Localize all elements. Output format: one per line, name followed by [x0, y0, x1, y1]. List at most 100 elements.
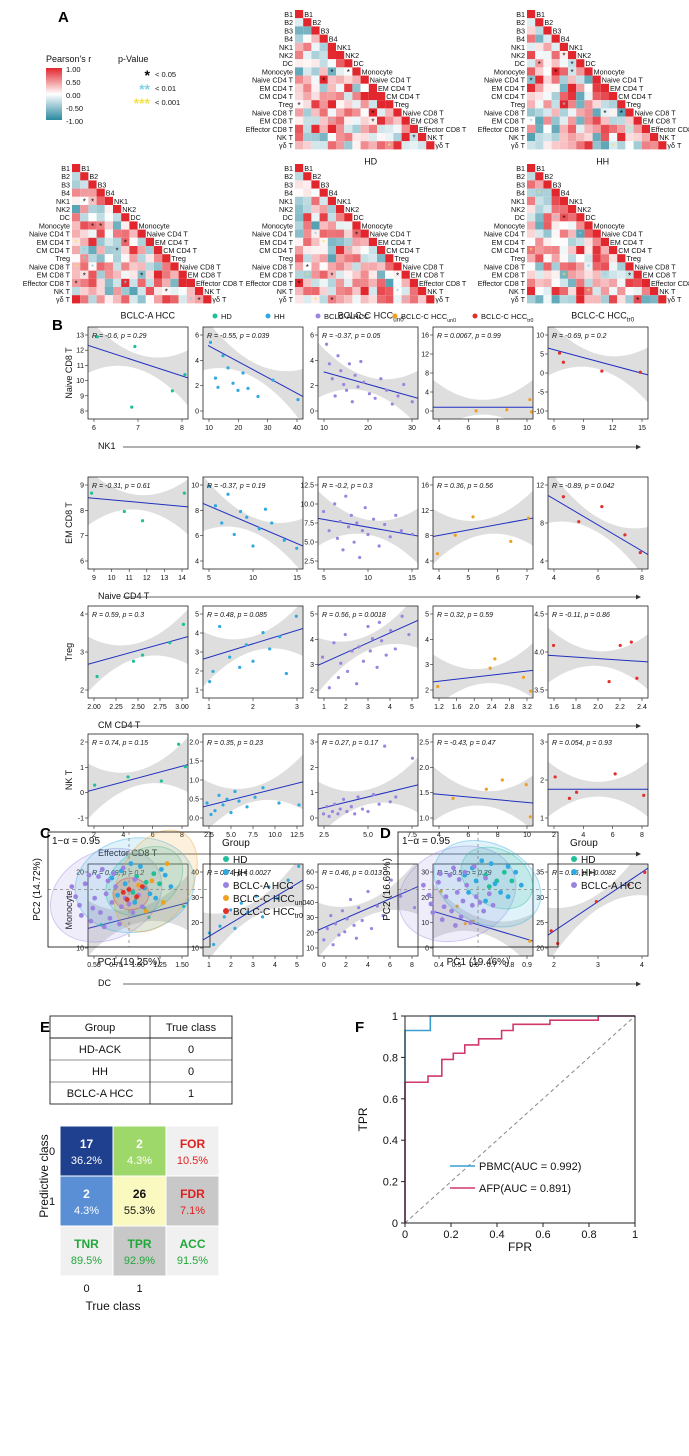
group-legend-dot [392, 313, 398, 319]
pca-point [449, 908, 455, 914]
heatmap-cell [311, 67, 320, 76]
heatmap-cell [104, 213, 113, 222]
heatmap-cell [568, 67, 577, 76]
roc-y-tick-label: 1 [392, 1011, 398, 1023]
data-point [261, 630, 265, 635]
group-legend-label: BCLC-C HCCtr0 [481, 312, 533, 324]
y-tick-label: 12 [536, 483, 544, 490]
x-tick-label: 3 [366, 704, 370, 711]
heatmap-cell [303, 278, 312, 287]
y-tick-label: 1.0 [189, 778, 199, 785]
heatmap-cell [352, 67, 361, 76]
pca-legend-dot [223, 856, 229, 862]
heatmap-cell [96, 262, 105, 271]
heatmap-cell [319, 108, 328, 117]
pca-point [134, 894, 140, 900]
heatmap-cell [121, 237, 130, 246]
heatmap-cell [625, 133, 634, 142]
heatmap-cell [650, 133, 659, 142]
correlation-stat: R = 0.48, p = 0.085 [207, 612, 267, 619]
x-tick-label: 4 [581, 832, 585, 839]
data-point [261, 786, 265, 790]
correlation-stat: R = -0.11, p = 0.86 [552, 612, 610, 619]
heatmap-cell [352, 254, 361, 263]
pca-point [426, 892, 432, 898]
heatmap-cell [311, 108, 320, 117]
significance-star: * [620, 109, 623, 118]
heatmap-cell [368, 141, 377, 150]
x-tick-label: 6 [596, 575, 600, 582]
heatmap-row-label: Monocyte [494, 221, 525, 230]
heatmap-cell [336, 92, 345, 101]
heatmap-cell [527, 51, 536, 60]
heatmap-cell [576, 124, 585, 133]
heatmap-cell [303, 26, 312, 35]
heatmap-cell [327, 295, 336, 304]
data-point [284, 671, 288, 676]
heatmap-cell [609, 262, 618, 271]
significance-star: * [322, 76, 325, 85]
heatmap-cell [576, 83, 585, 92]
heatmap-cell [113, 287, 122, 296]
confusion-cell-top: 26 [133, 1187, 147, 1201]
data-point [368, 649, 372, 653]
data-point [225, 797, 229, 801]
heatmap-cell [360, 270, 369, 279]
heatmap-cell [295, 59, 304, 68]
heatmap-row-label: Treg [278, 100, 293, 109]
roc-x-label: FPR [508, 1240, 532, 1254]
heatmap-cell [327, 278, 336, 287]
x-tick-label: 8 [640, 575, 644, 582]
data-point [638, 550, 642, 555]
data-point [335, 536, 340, 540]
pca-point [164, 861, 170, 867]
heatmap-cell [551, 133, 560, 142]
heatmap-cell [80, 246, 89, 255]
pca-point [505, 864, 511, 869]
heatmap-row-label: CM CD4 T [491, 246, 525, 255]
y-tick-label: 7.5 [304, 521, 314, 528]
heatmap-cell [104, 287, 113, 296]
heatmap-row-label: B1 [61, 164, 70, 173]
data-point [211, 669, 215, 674]
panel-frame [202, 326, 304, 420]
data-point [371, 792, 376, 797]
heatmap-diagonal-label: Naive CD4 T [602, 76, 644, 85]
roc-y-label: TPR [356, 1107, 370, 1131]
confusion-cell [59, 1125, 114, 1177]
confusion-cell-bottom: 10.5% [177, 1155, 208, 1167]
heatmap-cell [80, 287, 89, 296]
x-tick-label: 9 [581, 425, 585, 432]
heatmap-diagonal-label: B3 [321, 180, 330, 189]
y-tick-label: 11 [77, 363, 84, 370]
pca-point [477, 900, 483, 905]
heatmap-cell [327, 196, 336, 205]
heatmap-cell [303, 34, 312, 43]
x-tick-label: 10 [205, 425, 213, 432]
heatmap-cell [576, 262, 585, 271]
heatmap-cell [303, 116, 312, 125]
heatmap-cell [360, 237, 369, 246]
heatmap-cell [633, 133, 642, 142]
pca-point [120, 889, 126, 895]
data-point [384, 653, 388, 657]
heatmap-cell [535, 295, 544, 304]
y-tick-label: 9 [80, 483, 84, 490]
heatmap-cell [543, 92, 552, 101]
significance-star: * [571, 60, 574, 69]
heatmap-cell [625, 278, 634, 287]
heatmap-cell [319, 92, 328, 101]
heatmap-diagonal-label: B4 [106, 189, 115, 198]
heatmap-cell [592, 287, 601, 296]
heatmap-diagonal-label: B1 [304, 164, 313, 173]
roc-x-tick-label: 0.6 [535, 1229, 550, 1241]
heatmap-diagonal-label: B4 [561, 189, 570, 198]
heatmap-row-label: B2 [516, 172, 525, 181]
heatmap-cell [535, 133, 544, 142]
confusion-cell-bottom: 36.2% [71, 1155, 102, 1167]
y-tick-label: 20 [421, 895, 429, 902]
heatmap-row-label: B2 [516, 18, 525, 27]
heatmap-cell [295, 221, 304, 230]
heatmap-cell [584, 278, 593, 287]
y-tick-label: 10 [536, 333, 544, 340]
